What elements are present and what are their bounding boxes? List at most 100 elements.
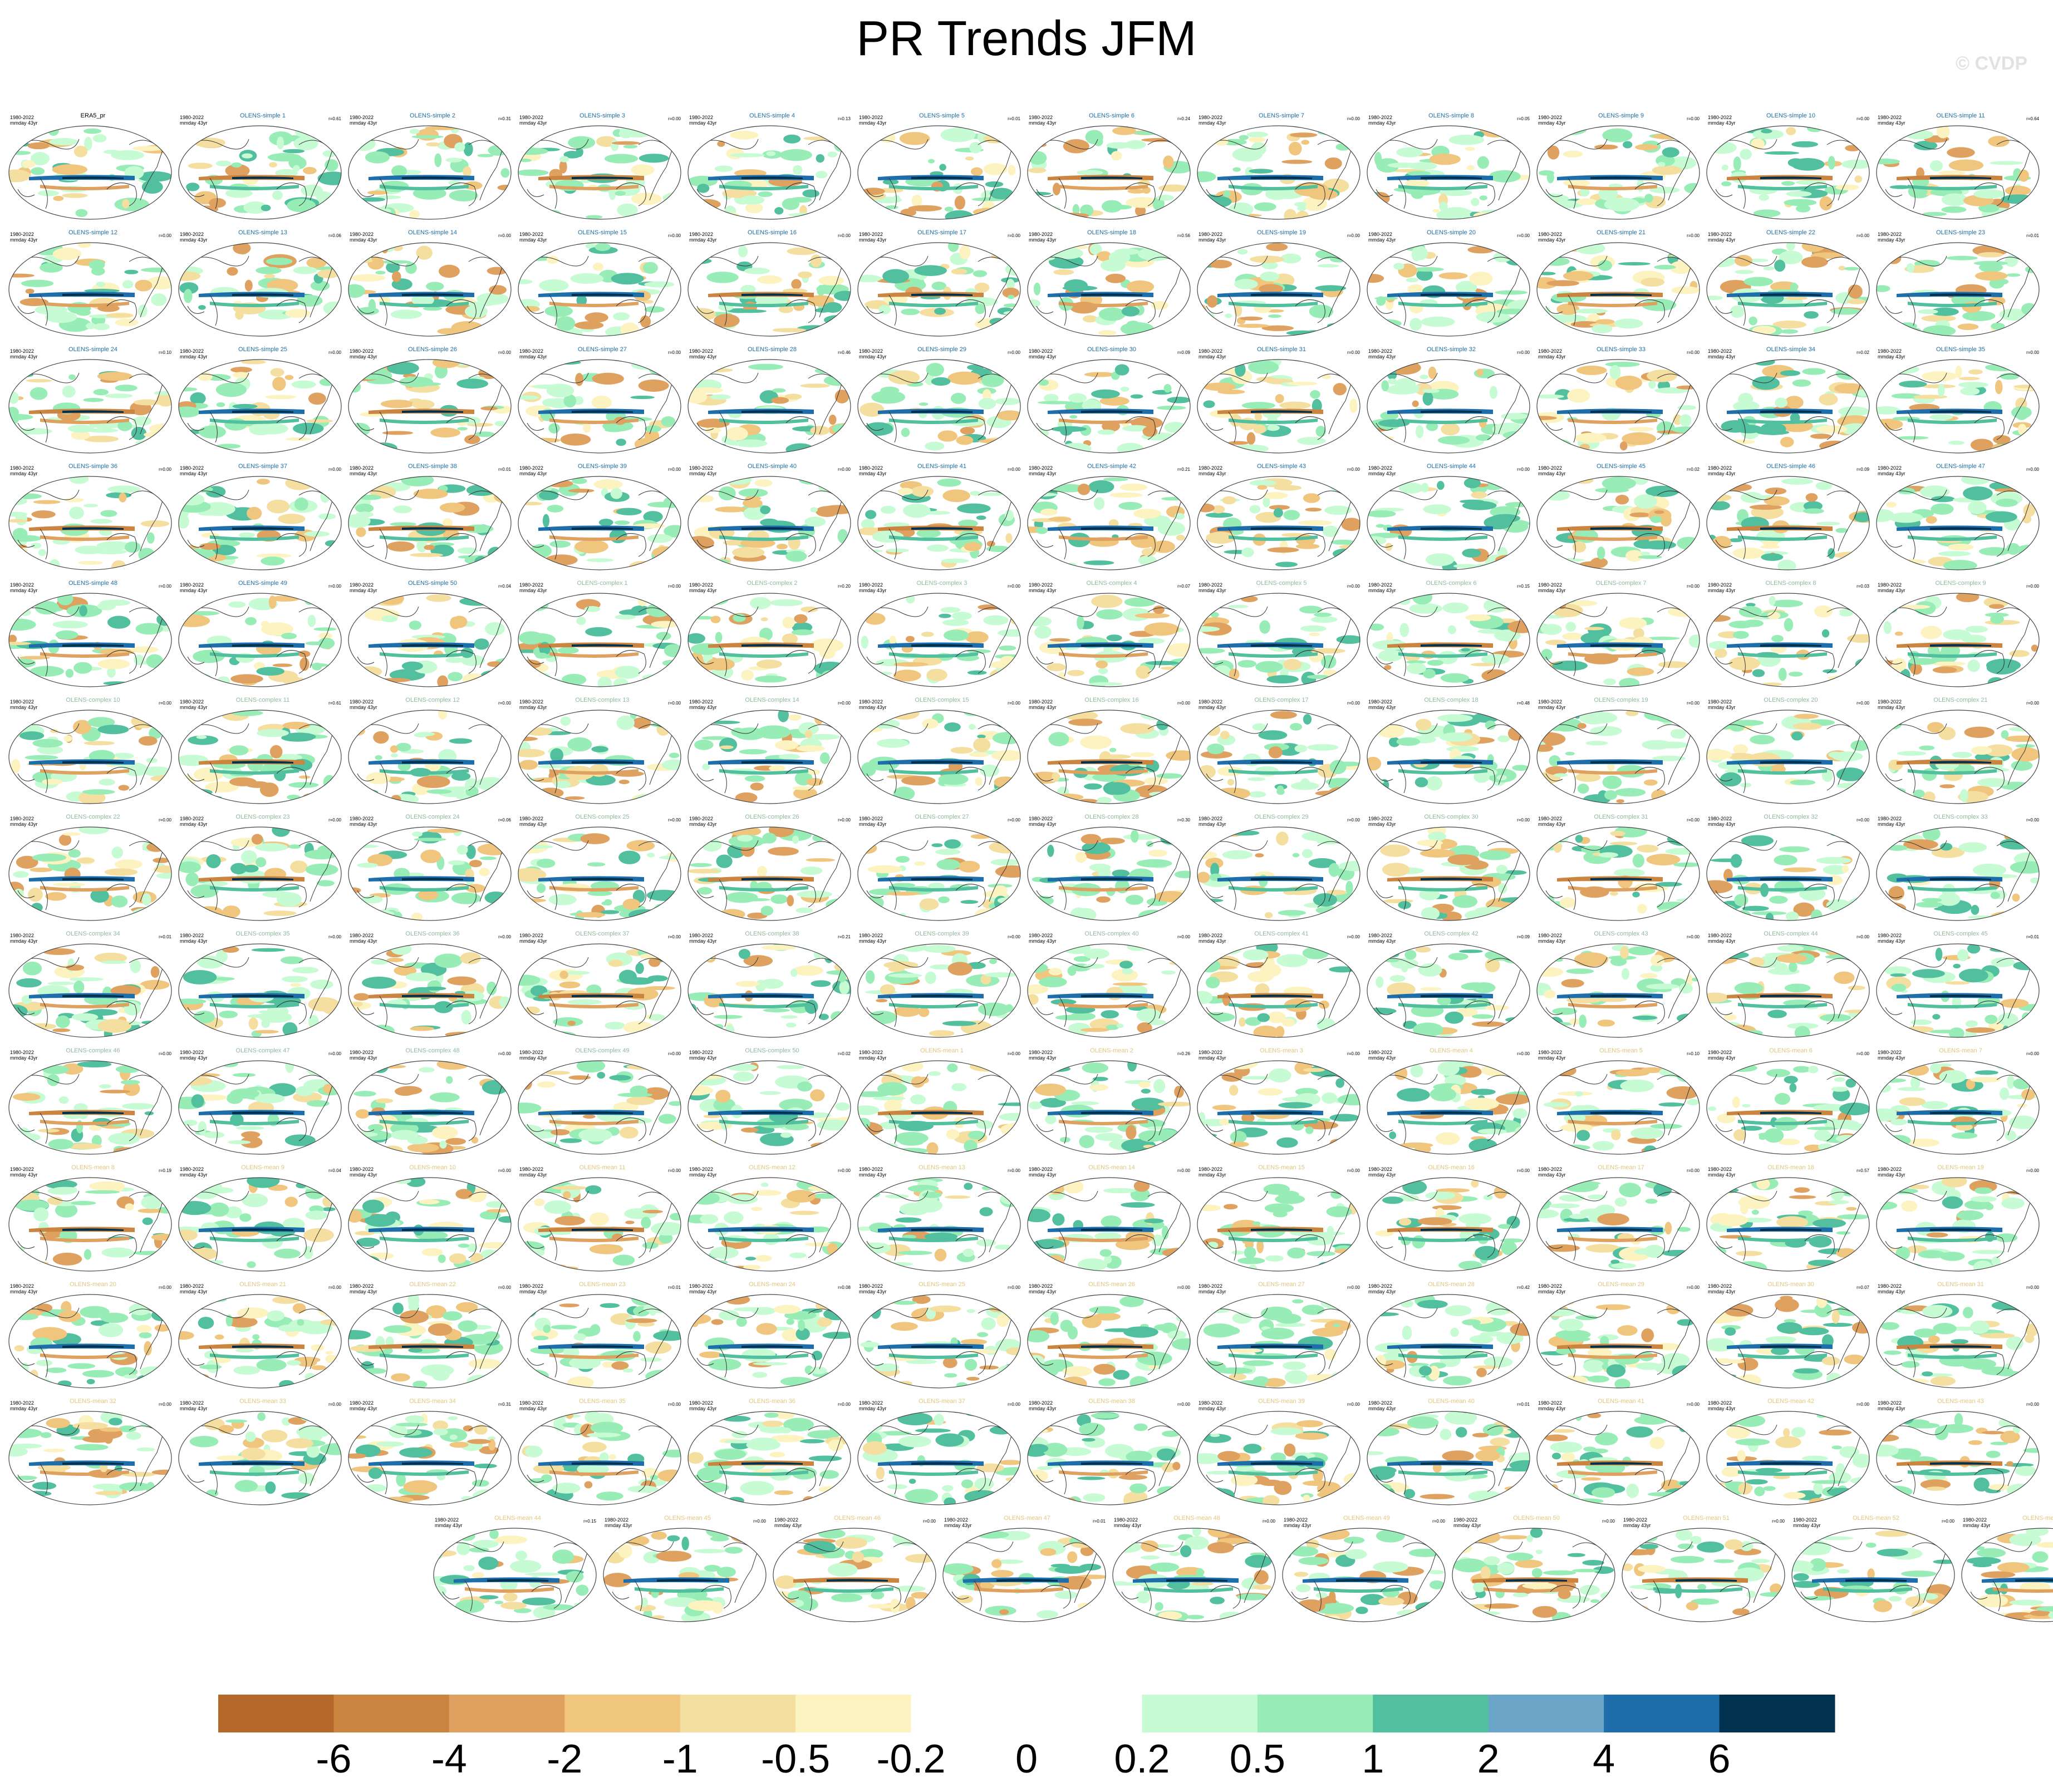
map-panel: 1980-2022 mmday 43yr OLENS-mean 17 r=0.00 <box>1535 1163 1702 1274</box>
panel-title: OLENS-mean 49 <box>1343 1515 1390 1522</box>
trend-map <box>1197 593 1361 687</box>
trend-map <box>8 710 172 804</box>
panel-period-label: 1980-2022 mmday 43yr <box>10 348 38 360</box>
panel-period-label: 1980-2022 mmday 43yr <box>180 232 208 243</box>
map-panel: 1980-2022 mmday 43yr OLENS-simple 36 r=0.00 <box>7 462 174 573</box>
panel-title: OLENS-complex 1 <box>577 580 628 587</box>
panel-correlation: r=0.00 <box>2026 467 2039 472</box>
map-panel: 1980-2022 mmday 43yr OLENS-simple 35 r=0.00 <box>1874 345 2041 456</box>
panel-period-label: 1980-2022 mmday 43yr <box>859 933 887 944</box>
map-panel: 1980-2022 mmday 43yr OLENS-simple 42 r=0.21 <box>1025 462 1192 573</box>
watermark: © CVDP <box>1956 53 2027 74</box>
trend-map <box>178 593 342 687</box>
panel-period-label: 1980-2022 mmday 43yr <box>350 933 377 944</box>
panel-correlation: r=0.15 <box>1517 584 1530 589</box>
panel-title: OLENS-complex 15 <box>915 697 969 703</box>
map-panel: 1980-2022 mmday 43yr OLENS-complex 8 r=0.03 <box>1705 579 1872 690</box>
colorbar-tick-label: 0.2 <box>1114 1737 1170 1781</box>
trend-map <box>518 1177 681 1272</box>
trend-map <box>687 125 851 220</box>
panel-title: OLENS-mean 30 <box>1767 1281 1814 1288</box>
trend-map <box>178 710 342 804</box>
panel-period-label: 1980-2022 mmday 43yr <box>1708 1050 1736 1061</box>
map-panel: 1980-2022 mmday 43yr OLENS-complex 30 r=0.0… <box>1365 813 1532 924</box>
colorbar-tick-label: -0.2 <box>876 1737 946 1781</box>
map-panel: 1980-2022 mmday 43yr OLENS-mean 36 r=0.00 <box>686 1397 853 1508</box>
trend-map <box>1536 710 1700 804</box>
panel-title: OLENS-complex 33 <box>1933 814 1988 820</box>
trend-map <box>8 1060 172 1155</box>
map-panel: 1980-2022 mmday 43yr OLENS-complex 15 r=0.0… <box>856 696 1023 807</box>
panel-title: OLENS-mean 15 <box>1258 1164 1305 1171</box>
panel-period-label: 1980-2022 mmday 43yr <box>1368 816 1396 827</box>
panel-correlation: r=0.01 <box>2026 934 2039 939</box>
panel-title: OLENS-simple 48 <box>68 580 118 587</box>
panel-period-label: 1980-2022 mmday 43yr <box>1708 348 1736 360</box>
panel-correlation: r=0.00 <box>668 467 681 472</box>
panel-period-label: 1980-2022 mmday 43yr <box>1878 699 1905 710</box>
map-panel: 1980-2022 mmday 43yr OLENS-mean 52 r=0.00 <box>1790 1514 1957 1625</box>
trend-map <box>1112 1528 1276 1622</box>
panel-title: OLENS-simple 23 <box>1936 229 1986 236</box>
panel-correlation: r=0.64 <box>2026 116 2039 121</box>
panel-correlation: r=0.00 <box>838 701 851 706</box>
panel-correlation: r=0.00 <box>1517 233 1530 238</box>
panel-correlation: r=0.00 <box>1687 116 1700 121</box>
map-panel: 1980-2022 mmday 43yr OLENS-simple 18 r=0.56 <box>1025 228 1192 339</box>
colorbar-swatch <box>218 1695 334 1732</box>
panel-title: OLENS-mean 32 <box>70 1398 116 1405</box>
map-panel: 1980-2022 mmday 43yr OLENS-simple 40 r=0.00 <box>686 462 853 573</box>
trend-map <box>857 476 1021 570</box>
panel-correlation: r=0.00 <box>2026 1168 2039 1173</box>
trend-map <box>857 359 1021 454</box>
trend-map <box>8 593 172 687</box>
panel-period-label: 1980-2022 mmday 43yr <box>1368 348 1396 360</box>
panel-title: OLENS-simple 22 <box>1766 229 1816 236</box>
colorbar-swatch <box>680 1695 796 1732</box>
trend-map <box>178 943 342 1038</box>
panel-period-label: 1980-2022 mmday 43yr <box>1538 348 1566 360</box>
map-panel: 1980-2022 mmday 43yr OLENS-simple 21 r=0.00 <box>1535 228 1702 339</box>
trend-map <box>857 1177 1021 1272</box>
panel-title: OLENS-simple 20 <box>1426 229 1476 236</box>
trend-map <box>518 1411 681 1505</box>
panel-period-label: 1980-2022 mmday 43yr <box>1708 1166 1736 1178</box>
panel-title: OLENS-mean 31 <box>1937 1281 1984 1288</box>
panel-title: OLENS-complex 41 <box>1254 931 1309 937</box>
panel-correlation: r=0.00 <box>328 818 341 823</box>
panel-title: OLENS-simple 36 <box>68 463 118 470</box>
panel-correlation: r=0.00 <box>1177 701 1190 706</box>
map-panel: 1980-2022 mmday 43yr OLENS-complex 43 r=0.0… <box>1535 929 1702 1041</box>
map-panel: 1980-2022 mmday 43yr OLENS-complex 28 r=0.3… <box>1025 813 1192 924</box>
panel-correlation: r=0.00 <box>498 934 511 939</box>
map-panel: 1980-2022 mmday 43yr OLENS-complex 46 r=0.0… <box>7 1046 174 1158</box>
map-panel: 1980-2022 mmday 43yr OLENS-simple 2 r=0.31 <box>346 111 513 223</box>
trend-map <box>178 359 342 454</box>
panel-correlation: r=0.00 <box>1008 1168 1020 1173</box>
panel-title: OLENS-simple 34 <box>1766 346 1816 353</box>
panel-correlation: r=0.00 <box>668 934 681 939</box>
panel-title: OLENS-simple 7 <box>1259 112 1304 119</box>
trend-map <box>178 1060 342 1155</box>
trend-map <box>1876 826 2040 921</box>
panel-period-label: 1980-2022 mmday 43yr <box>1623 1517 1651 1528</box>
map-panel: 1980-2022 mmday 43yr OLENS-simple 23 r=0.01 <box>1874 228 2041 339</box>
panel-period-label: 1980-2022 mmday 43yr <box>689 115 717 126</box>
panel-period-label: 1980-2022 mmday 43yr <box>180 582 208 593</box>
panel-period-label: 1980-2022 mmday 43yr <box>180 1283 208 1294</box>
panel-title: OLENS-simple 5 <box>919 112 965 119</box>
trend-map <box>1027 242 1191 337</box>
map-panel: 1980-2022 mmday 43yr OLENS-simple 50 r=0.04 <box>346 579 513 690</box>
map-panel: 1980-2022 mmday 43yr OLENS-complex 29 r=0.0… <box>1195 813 1362 924</box>
panel-title: OLENS-complex 11 <box>235 697 290 703</box>
panel-title: OLENS-simple 13 <box>238 229 288 236</box>
trend-map <box>178 826 342 921</box>
panel-period-label: 1980-2022 mmday 43yr <box>519 933 547 944</box>
panel-correlation: r=0.00 <box>1432 1519 1445 1524</box>
map-panel: 1980-2022 mmday 43yr ERA5_pr <box>7 111 174 223</box>
trend-map <box>773 1528 936 1622</box>
panel-title: OLENS-complex 47 <box>235 1047 290 1054</box>
panel-correlation: r=0.30 <box>1177 818 1190 823</box>
panel-correlation: r=0.00 <box>1517 1168 1530 1173</box>
trend-map <box>1876 1411 2040 1505</box>
